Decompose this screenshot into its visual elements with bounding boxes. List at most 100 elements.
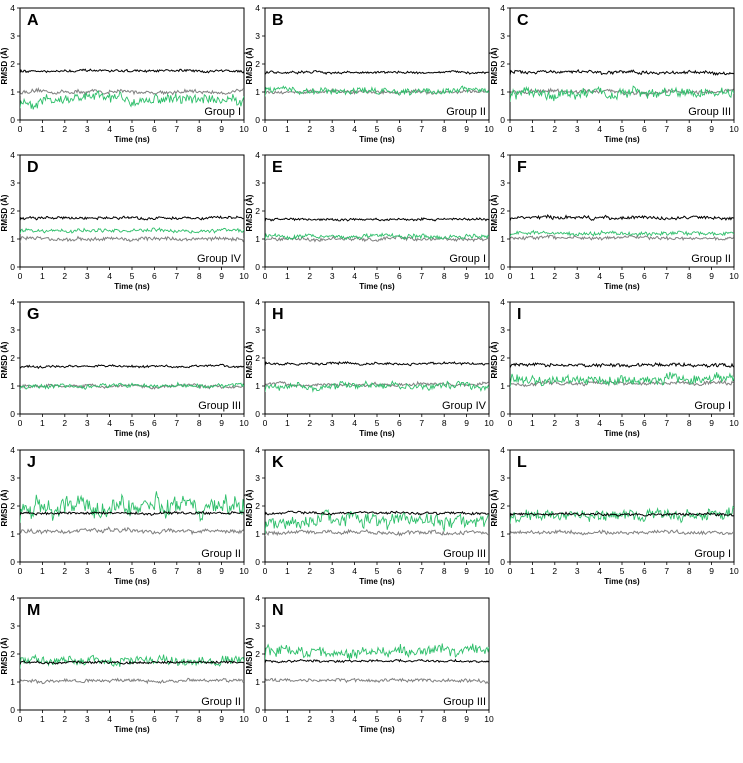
x-tick-label: 9 [219, 124, 224, 134]
x-axis-label: Time (ns) [114, 135, 150, 144]
y-tick-label: 2 [255, 353, 260, 363]
group-label: Group IV [197, 253, 242, 265]
x-tick-label: 4 [597, 271, 602, 281]
x-tick-label: 8 [197, 566, 202, 576]
x-tick-label: 2 [552, 271, 557, 281]
x-tick-label: 6 [642, 271, 647, 281]
y-tick-label: 3 [255, 621, 260, 631]
y-tick-label: 3 [255, 473, 260, 483]
x-axis-label: Time (ns) [359, 135, 395, 144]
y-tick-label: 1 [500, 234, 505, 244]
series-line-green [265, 643, 489, 661]
x-tick-label: 3 [330, 714, 335, 724]
series-line-green [510, 505, 734, 524]
x-tick-label: 8 [687, 418, 692, 428]
series-line-black [510, 68, 734, 76]
x-tick-label: 0 [508, 271, 513, 281]
series-line-black [20, 68, 244, 74]
x-tick-label: 5 [620, 124, 625, 134]
panel-letter: C [517, 12, 529, 29]
y-tick-label: 2 [500, 59, 505, 69]
y-tick-label: 2 [10, 649, 15, 659]
x-tick-label: 7 [174, 714, 179, 724]
y-tick-label: 4 [500, 297, 505, 307]
series-line-gray [20, 86, 244, 96]
x-tick-label: 9 [709, 124, 714, 134]
panel-letter: E [272, 159, 283, 176]
series-line-green [265, 232, 489, 241]
group-label: Group II [201, 548, 241, 560]
plot-frame [509, 301, 735, 415]
y-tick-label: 4 [255, 3, 260, 13]
y-tick-label: 3 [500, 325, 505, 335]
y-tick-label: 0 [10, 262, 15, 272]
x-axis-label: Time (ns) [604, 282, 640, 291]
group-label: Group III [198, 400, 241, 412]
series-line-gray [265, 677, 489, 685]
panel-letter: L [517, 454, 527, 471]
x-tick-label: 1 [285, 124, 290, 134]
group-label: Group II [691, 253, 731, 265]
x-tick-label: 8 [442, 418, 447, 428]
panel-letter: N [272, 602, 284, 619]
x-tick-label: 2 [62, 271, 67, 281]
panel-letter: H [272, 306, 284, 323]
y-tick-label: 0 [10, 705, 15, 715]
y-axis-label: RMSD (Å) [490, 341, 499, 378]
x-axis-label: Time (ns) [604, 135, 640, 144]
x-tick-label: 6 [642, 418, 647, 428]
panel-letter: M [27, 602, 40, 619]
plot-frame [264, 301, 490, 415]
x-tick-label: 9 [709, 566, 714, 576]
y-tick-label: 0 [10, 409, 15, 419]
x-tick-label: 0 [508, 566, 513, 576]
x-tick-label: 5 [620, 271, 625, 281]
x-tick-label: 8 [197, 271, 202, 281]
y-tick-label: 4 [10, 445, 15, 455]
x-tick-label: 5 [375, 418, 380, 428]
x-tick-label: 2 [62, 124, 67, 134]
x-tick-label: 0 [18, 566, 23, 576]
x-tick-label: 6 [642, 566, 647, 576]
series-line-black [510, 213, 734, 222]
x-axis-label: Time (ns) [359, 577, 395, 586]
y-tick-label: 4 [10, 593, 15, 603]
y-tick-label: 4 [255, 445, 260, 455]
y-tick-label: 3 [10, 621, 15, 631]
y-tick-label: 1 [255, 234, 260, 244]
x-tick-label: 4 [352, 714, 357, 724]
x-tick-label: 0 [263, 566, 268, 576]
y-tick-label: 1 [10, 87, 15, 97]
x-tick-label: 2 [307, 271, 312, 281]
x-tick-label: 3 [575, 566, 580, 576]
x-tick-label: 8 [442, 124, 447, 134]
y-tick-label: 4 [500, 3, 505, 13]
y-tick-label: 0 [255, 557, 260, 567]
x-tick-label: 9 [464, 124, 469, 134]
x-tick-label: 1 [40, 124, 45, 134]
x-tick-label: 3 [330, 418, 335, 428]
series-line-gray [20, 526, 244, 536]
x-tick-label: 7 [419, 566, 424, 576]
x-tick-label: 0 [263, 271, 268, 281]
x-tick-label: 5 [375, 124, 380, 134]
x-tick-label: 5 [130, 418, 135, 428]
x-tick-label: 9 [219, 566, 224, 576]
y-axis-label: RMSD (Å) [245, 637, 254, 674]
x-tick-label: 4 [597, 124, 602, 134]
x-tick-label: 0 [18, 714, 23, 724]
y-tick-label: 4 [10, 297, 15, 307]
y-axis-label: RMSD (Å) [0, 341, 9, 378]
series-line-black [265, 361, 489, 367]
series-line-gray [265, 528, 489, 537]
x-tick-label: 0 [263, 124, 268, 134]
x-tick-label: 6 [397, 566, 402, 576]
